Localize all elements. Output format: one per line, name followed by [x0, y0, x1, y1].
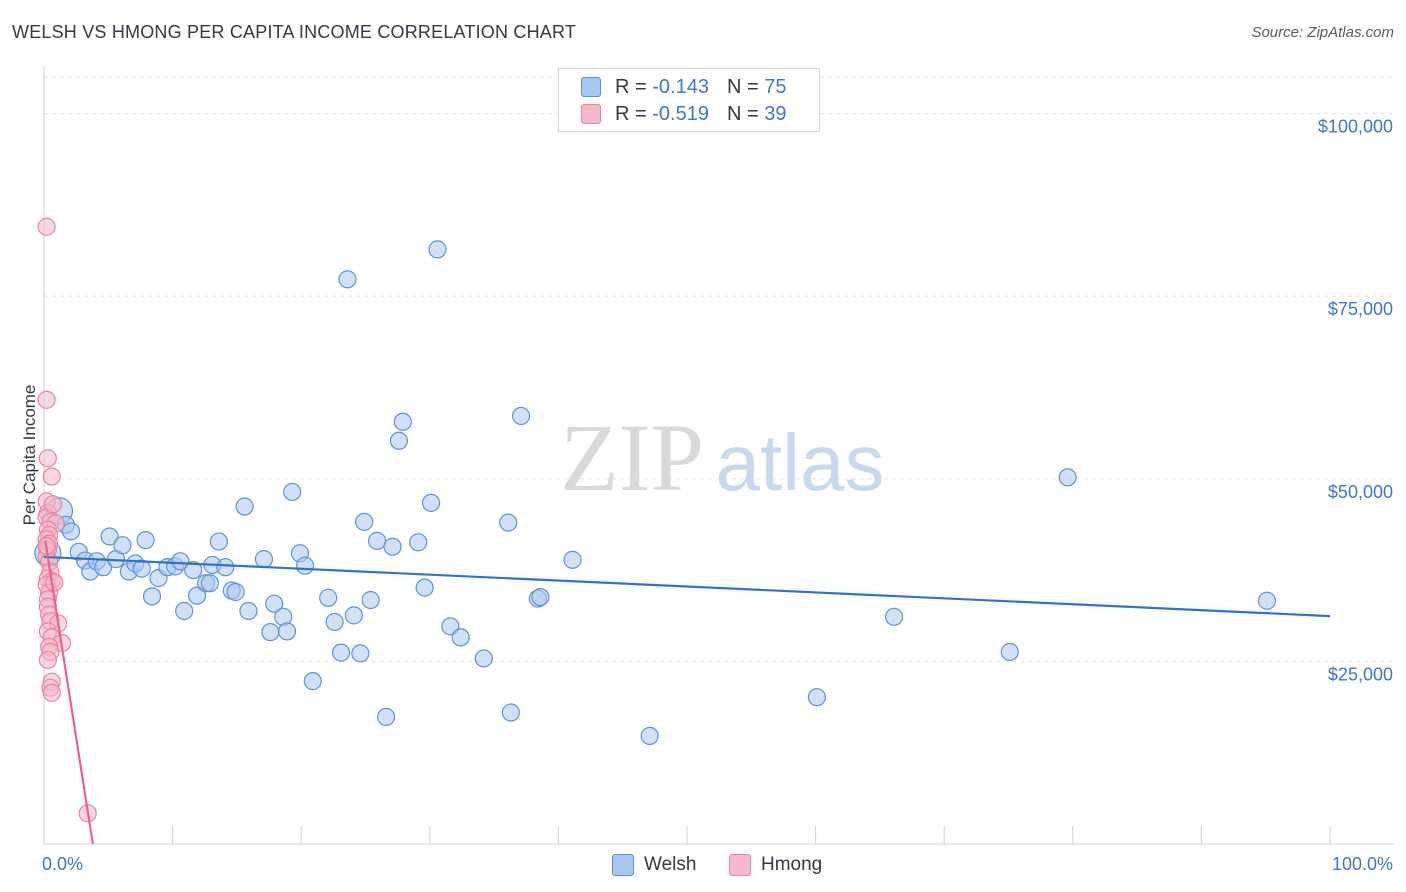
hmong-swatch: [581, 104, 601, 124]
welsh-point: [531, 587, 550, 607]
welsh-point: [261, 623, 280, 642]
welsh-point: [209, 532, 228, 551]
welsh-point: [376, 707, 396, 726]
welsh-point: [421, 493, 441, 512]
welsh-legend-label: Welsh: [644, 854, 697, 875]
hmong-point: [42, 683, 61, 702]
hmong-r-value: -0.519: [652, 102, 709, 125]
hmong-point: [38, 650, 57, 670]
y-tick-labels: $25,000 $50,000 $75,000 $100,000: [1318, 117, 1393, 685]
welsh-r-value: -0.143: [652, 75, 709, 98]
welsh-point: [884, 607, 904, 626]
watermark-zip: ZIP: [560, 404, 704, 511]
hmong-trend-line: [44, 540, 94, 845]
welsh-trend-line: [43, 555, 1331, 618]
welsh-point: [415, 578, 434, 597]
welsh-n-value: 75: [764, 75, 787, 98]
welsh-legend-swatch: [612, 854, 634, 876]
welsh-point: [303, 672, 322, 691]
welsh-point: [344, 606, 364, 625]
welsh-point: [361, 590, 380, 610]
welsh-point: [132, 559, 151, 578]
gridlines: [44, 76, 1394, 662]
legend-row-hmong: R = -0.519 N = 39: [581, 101, 786, 127]
welsh-point: [187, 586, 207, 605]
welsh-point: [428, 240, 447, 259]
axes: [43, 66, 1394, 845]
trend-lines: [43, 540, 1331, 845]
welsh-point: [325, 612, 344, 632]
welsh-point: [1058, 468, 1077, 487]
welsh-point: [142, 587, 162, 606]
welsh-point: [501, 703, 520, 722]
welsh-point: [389, 431, 409, 450]
welsh-point: [383, 537, 402, 556]
welsh-point: [175, 601, 194, 621]
welsh-point: [319, 588, 338, 607]
welsh-point: [351, 644, 370, 663]
hmong-point: [45, 573, 64, 592]
welsh-point: [100, 527, 119, 546]
welsh-point: [283, 482, 302, 502]
welsh-r-label: R =: [615, 75, 647, 98]
hmong-point: [38, 449, 57, 468]
welsh-point: [331, 643, 351, 662]
welsh-point: [640, 726, 659, 745]
x-tick-label-max: 100.0%: [1332, 854, 1393, 874]
welsh-point: [512, 406, 531, 426]
welsh-point: [355, 512, 374, 531]
bottom-legend-welsh: Welsh: [612, 851, 696, 879]
hmong-point: [42, 467, 61, 486]
welsh-point: [393, 412, 412, 431]
welsh-point: [171, 552, 190, 571]
chart-title: WELSH VS HMONG PER CAPITA INCOME CORRELA…: [12, 22, 577, 42]
welsh-point: [277, 622, 297, 641]
welsh-point: [61, 522, 81, 541]
watermark-atlas: atlas: [716, 418, 885, 507]
welsh-point: [1000, 642, 1019, 661]
y-tick-label: $25,000: [1328, 664, 1393, 684]
hmong-n-value: 39: [764, 102, 787, 125]
welsh-point: [474, 649, 493, 668]
hmong-legend-label: Hmong: [761, 854, 823, 875]
welsh-point: [226, 582, 245, 602]
welsh-point: [235, 497, 254, 516]
y-tick-label: $100,000: [1318, 117, 1393, 137]
hmong-n-label: N =: [726, 102, 759, 125]
hmong-r-label: R =: [615, 102, 647, 125]
welsh-point: [295, 556, 315, 575]
welsh-point: [563, 550, 582, 569]
hmong-legend-swatch: [729, 854, 751, 876]
welsh-point: [409, 533, 428, 552]
welsh-point: [265, 594, 284, 613]
legend-row-welsh: R = -0.143 N = 75: [581, 74, 786, 100]
hmong-point: [37, 390, 56, 409]
hmong-point: [37, 217, 56, 236]
welsh-swatch: [581, 77, 601, 97]
welsh-point: [216, 558, 235, 577]
welsh-point: [367, 531, 387, 550]
welsh-point: [239, 601, 258, 621]
welsh-point: [499, 513, 518, 532]
welsh-point: [338, 270, 357, 289]
y-tick-label: $50,000: [1328, 482, 1393, 502]
x-tick-label-min: 0.0%: [42, 854, 83, 874]
welsh-point: [113, 536, 132, 555]
welsh-point: [807, 688, 826, 707]
welsh-point: [184, 560, 203, 580]
welsh-point: [254, 550, 274, 569]
welsh-n-label: N =: [726, 75, 759, 98]
hmong-point: [43, 495, 63, 514]
welsh-point: [200, 574, 219, 593]
correlation-legend: R = -0.143 N = 75 R = -0.519 N = 39: [558, 68, 820, 132]
chart-source: Source: ZipAtlas.com: [1251, 24, 1394, 41]
welsh-point: [1257, 591, 1277, 610]
y-tick-label: $75,000: [1328, 299, 1393, 319]
bottom-legend-hmong: Hmong: [729, 851, 822, 879]
welsh-point: [451, 628, 470, 647]
welsh-point: [136, 531, 155, 550]
